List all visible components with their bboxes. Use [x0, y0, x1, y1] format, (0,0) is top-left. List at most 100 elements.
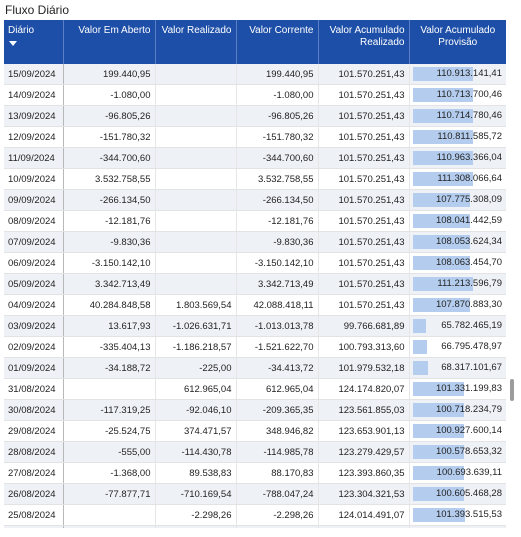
data-bar	[412, 298, 470, 312]
table-row[interactable]: 23/08/2024-36.582,20-1.350.728,62-1.387.…	[4, 525, 506, 528]
table-row[interactable]: 13/09/2024 -96.805,26 -96.805,26 101.570.25…	[4, 105, 506, 127]
valor-acumulado-provisao-cell: 100.718.234,79	[409, 399, 506, 421]
column-header-valor-acumulado-provisao[interactable]: Valor Acumulado Provisão	[409, 20, 506, 64]
vertical-scrollbar[interactable]	[510, 379, 514, 401]
table-row[interactable]: 10/09/2024 3.532.758,55 3.532.758,55 101.57…	[4, 168, 506, 190]
valor-em-aberto-cell: -9.830,36	[63, 231, 156, 253]
table-row[interactable]: 30/08/2024 -117.319,25 -92.046,10 -209.365,…	[4, 399, 506, 421]
bar-value-label: 101.331.199,83	[435, 383, 502, 394]
table-row[interactable]: 01/09/2024 -34.188,72 -225,00 -34.413,72 101…	[4, 357, 506, 379]
data-bar	[412, 193, 470, 207]
date-cell: 25/08/2024	[4, 504, 64, 526]
valor-corrente-cell: -12.181,76	[236, 210, 319, 232]
valor-corrente-cell: -151.780,32	[236, 126, 319, 148]
data-bar	[412, 67, 473, 81]
data-bar	[412, 109, 473, 123]
bar-value-label: 101.393.515,53	[435, 509, 502, 520]
valor-realizado-cell	[155, 168, 237, 190]
visual-title: Fluxo Diário	[5, 3, 70, 17]
valor-em-aberto-cell: -36.582,20	[63, 525, 156, 528]
valor-em-aberto-cell: 40.284.848,58	[63, 294, 156, 316]
table-row[interactable]: 05/09/2024 3.342.713,49 3.342.713,49 101.57…	[4, 273, 506, 295]
table-row[interactable]: 03/09/2024 13.617,93 -1.026.631,71 -1.013.0…	[4, 315, 506, 337]
bar-value-label: 66.795.478,97	[441, 341, 502, 352]
valor-realizado-cell: -1.026.631,71	[155, 315, 237, 337]
table-row[interactable]: 26/08/2024 -77.877,71 -710.169,54 -788.047,…	[4, 483, 506, 505]
table-row[interactable]: 28/08/2024 -555,00 -114.430,78 -114.985,78 1…	[4, 441, 506, 463]
table-row[interactable]: 27/08/2024 -1.368,00 89.538,83 88.170,83 123…	[4, 462, 506, 484]
table-row[interactable]: 14/09/2024 -1.080,00 -1.080,00 101.570.251,…	[4, 84, 506, 106]
date-cell: 27/08/2024	[4, 462, 64, 484]
valor-corrente-cell: -1.521.622,70	[236, 336, 319, 358]
valor-corrente-cell: -266.134,50	[236, 189, 319, 211]
data-bar	[412, 88, 473, 102]
table-row[interactable]: 31/08/2024 612.965,04 612.965,04 124.174.82…	[4, 378, 506, 400]
valor-em-aberto-cell: -34.188,72	[63, 357, 156, 379]
column-header-valor-realizado[interactable]: Valor Realizado	[155, 20, 237, 64]
table-row[interactable]: 08/09/2024 -12.181,76 -12.181,76 101.570.25…	[4, 210, 506, 232]
column-header-valor-acumulado-realizado[interactable]: Valor Acumulado Realizado	[318, 20, 410, 64]
table-row[interactable]: 29/08/2024 -25.524,75 374.471,57 348.946,82…	[4, 420, 506, 442]
table-row[interactable]: 12/09/2024 -151.780,32 -151.780,32 101.570.…	[4, 126, 506, 148]
valor-em-aberto-cell: -96.805,26	[63, 105, 156, 127]
bar-value-label: 111.308.066,64	[437, 173, 502, 184]
valor-realizado-cell: 612.965,04	[155, 378, 237, 400]
valor-corrente-cell: 42.088.418,11	[236, 294, 319, 316]
table-row[interactable]: 02/09/2024 -335.404,13 -1.186.218,57 -1.521…	[4, 336, 506, 358]
valor-realizado-cell	[155, 147, 237, 169]
bar-value-label: 108.041.442,59	[435, 215, 502, 226]
valor-acumulado-realizado-cell: 101.570.251,43	[318, 64, 410, 85]
column-header-valor-corrente[interactable]: Valor Corrente	[236, 20, 319, 64]
data-bar	[412, 172, 473, 186]
data-bar	[412, 382, 464, 396]
date-cell: 10/09/2024	[4, 168, 64, 190]
bar-value-label: 100.578.653,32	[435, 446, 502, 457]
data-bar	[412, 361, 428, 375]
valor-realizado-cell	[155, 84, 237, 106]
valor-acumulado-provisao-cell: 110.713.700,46	[409, 84, 506, 106]
valor-acumulado-realizado-cell: 124.174.820,07	[318, 378, 410, 400]
valor-realizado-cell	[155, 231, 237, 253]
table-row[interactable]: 11/09/2024 -344.700,60 -344.700,60 101.570.…	[4, 147, 506, 169]
bar-value-label: 65.782.465,19	[441, 320, 502, 331]
valor-corrente-cell: -34.413,72	[236, 357, 319, 379]
table-row[interactable]: 09/09/2024 -266.134,50 -266.134,50 101.570.…	[4, 189, 506, 211]
date-cell: 08/09/2024	[4, 210, 64, 232]
data-bar	[412, 445, 464, 459]
table-body: 15/09/2024 199.440,95 199.440,95 101.570.25…	[4, 64, 506, 528]
valor-realizado-cell: -1.186.218,57	[155, 336, 237, 358]
valor-acumulado-provisao-cell: 100.693.639,11	[409, 462, 506, 484]
valor-corrente-cell: -96.805,26	[236, 105, 319, 127]
table-row[interactable]: 15/09/2024 199.440,95 199.440,95 101.570.25…	[4, 64, 506, 85]
bar-value-label: 110.913.141,41	[436, 68, 502, 79]
date-cell: 11/09/2024	[4, 147, 64, 169]
column-header-valor-em-aberto[interactable]: Valor Em Aberto	[63, 20, 156, 64]
table-header-row: Diário Valor Em Aberto Valor Realizado V…	[4, 20, 506, 64]
valor-realizado-cell	[155, 126, 237, 148]
valor-acumulado-realizado-cell: 123.653.901,13	[318, 420, 410, 442]
valor-acumulado-provisao-cell: 108.063.454,70	[409, 252, 506, 274]
valor-realizado-cell	[155, 252, 237, 274]
valor-acumulado-provisao-cell: 101.331.199,83	[409, 378, 506, 400]
valor-em-aberto-cell: -1.368,00	[63, 462, 156, 484]
daily-flow-table[interactable]: Diário Valor Em Aberto Valor Realizado V…	[4, 20, 506, 528]
table-row[interactable]: 25/08/2024 -2.298,26 -2.298,26 124.014.491,…	[4, 504, 506, 526]
valor-corrente-cell: -1.080,00	[236, 84, 319, 106]
valor-em-aberto-cell: -77.877,71	[63, 483, 156, 505]
table-row[interactable]: 07/09/2024 -9.830,36 -9.830,36 101.570.251,…	[4, 231, 506, 253]
sort-descending-icon[interactable]	[9, 41, 17, 46]
valor-corrente-cell: -9.830,36	[236, 231, 319, 253]
data-bar	[412, 214, 470, 228]
valor-acumulado-provisao-cell: 110.811.585,72	[409, 126, 506, 148]
bar-value-label: 100.693.639,11	[436, 467, 502, 478]
valor-acumulado-realizado-cell: 100.793.313,60	[318, 336, 410, 358]
valor-corrente-cell: 612.965,04	[236, 378, 319, 400]
valor-acumulado-provisao-cell: 107.775.308,09	[409, 189, 506, 211]
column-header-diario[interactable]: Diário	[4, 20, 64, 64]
table-row[interactable]: 04/09/2024 40.284.848,58 1.803.569,54 42.08…	[4, 294, 506, 316]
valor-em-aberto-cell: -117.319,25	[63, 399, 156, 421]
date-cell: 14/09/2024	[4, 84, 64, 106]
table-row[interactable]: 06/09/2024 -3.150.142,10 -3.150.142,10 101.…	[4, 252, 506, 274]
date-cell: 29/08/2024	[4, 420, 64, 442]
date-cell: 30/08/2024	[4, 399, 64, 421]
